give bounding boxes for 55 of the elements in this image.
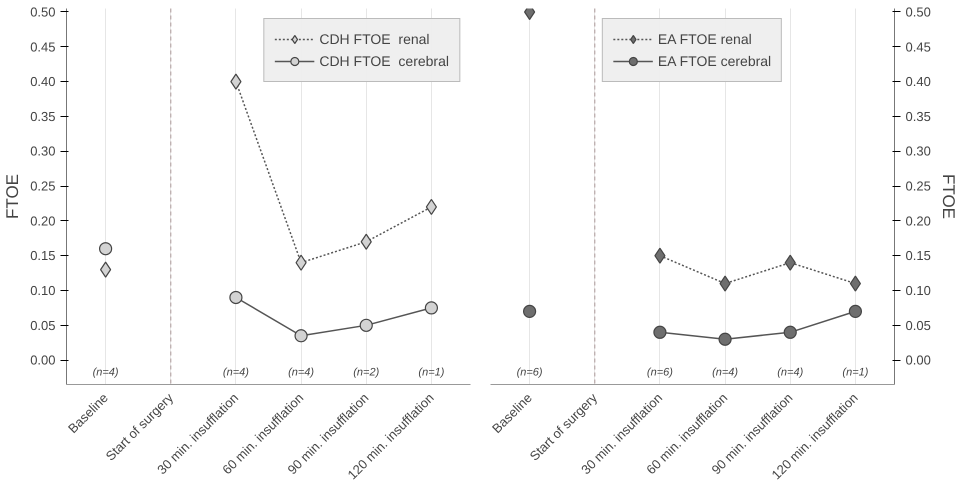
- point: [229, 290, 243, 304]
- point: [719, 275, 731, 292]
- annotation: (n=1): [842, 366, 869, 378]
- y-axis-title: FTOE: [3, 174, 22, 220]
- point: [654, 248, 666, 264]
- point: [295, 254, 307, 271]
- annotation: (n=4): [288, 366, 314, 378]
- legend-label: EA FTOE renal: [658, 31, 752, 47]
- point: [294, 329, 308, 342]
- annotation: (n=2): [353, 366, 380, 378]
- legend-label: CDH FTOE renal: [319, 31, 430, 47]
- y-tick-label: 0.45: [30, 39, 56, 54]
- annotation: (n=4): [777, 366, 804, 378]
- y2-tick-label: 0.00: [906, 352, 931, 368]
- point: [718, 332, 732, 346]
- annotation: (n=4): [92, 366, 119, 378]
- point: [848, 304, 862, 318]
- y-tick-label: 0.30: [30, 144, 56, 159]
- legend-label: EA FTOE cerebral: [658, 53, 772, 69]
- annotation: (n=4): [712, 366, 738, 378]
- y-tick-label: 0.00: [30, 352, 56, 368]
- y2-tick-label: 0.25: [906, 178, 931, 194]
- y-tick-label: 0.15: [30, 248, 56, 264]
- point: [850, 275, 862, 292]
- y-tick-label: 0.10: [30, 283, 56, 298]
- y-tick-label: 0.40: [30, 74, 56, 90]
- point: [426, 198, 438, 216]
- point: [424, 301, 438, 314]
- point: [100, 262, 112, 278]
- y-tick-label: 0.50: [30, 4, 56, 20]
- y2-tick-label: 0.20: [906, 213, 931, 228]
- annotation: (n=4): [222, 366, 250, 378]
- annotation: (n=6): [516, 366, 543, 378]
- annotation: (n=1): [418, 366, 445, 378]
- y2-tick-label: 0.50: [906, 4, 931, 20]
- point: [98, 242, 112, 256]
- y-tick-label: 0.35: [30, 108, 56, 124]
- point: [230, 74, 242, 90]
- y2-tick-label: 0.35: [906, 108, 931, 124]
- y-tick-label: 0.05: [30, 318, 56, 333]
- y2-tick-label: 0.15: [906, 248, 931, 264]
- point: [522, 304, 536, 318]
- point: [653, 326, 667, 339]
- y-tick-label: 0.20: [30, 213, 56, 228]
- legend-label: CDH FTOE cerebral: [319, 53, 449, 69]
- point: [784, 326, 797, 339]
- point: [360, 318, 373, 332]
- y2-tick-label: 0.45: [906, 39, 931, 54]
- annotation: (n=6): [646, 366, 674, 378]
- y2-tick-label: 0.40: [906, 74, 931, 90]
- y-tick-label: 0.25: [30, 178, 56, 194]
- y2-tick-label: 0.05: [906, 318, 931, 333]
- y2-tick-label: 0.10: [906, 283, 931, 298]
- y2-axis-title: FTOE: [938, 174, 958, 220]
- y2-tick-label: 0.30: [906, 144, 931, 159]
